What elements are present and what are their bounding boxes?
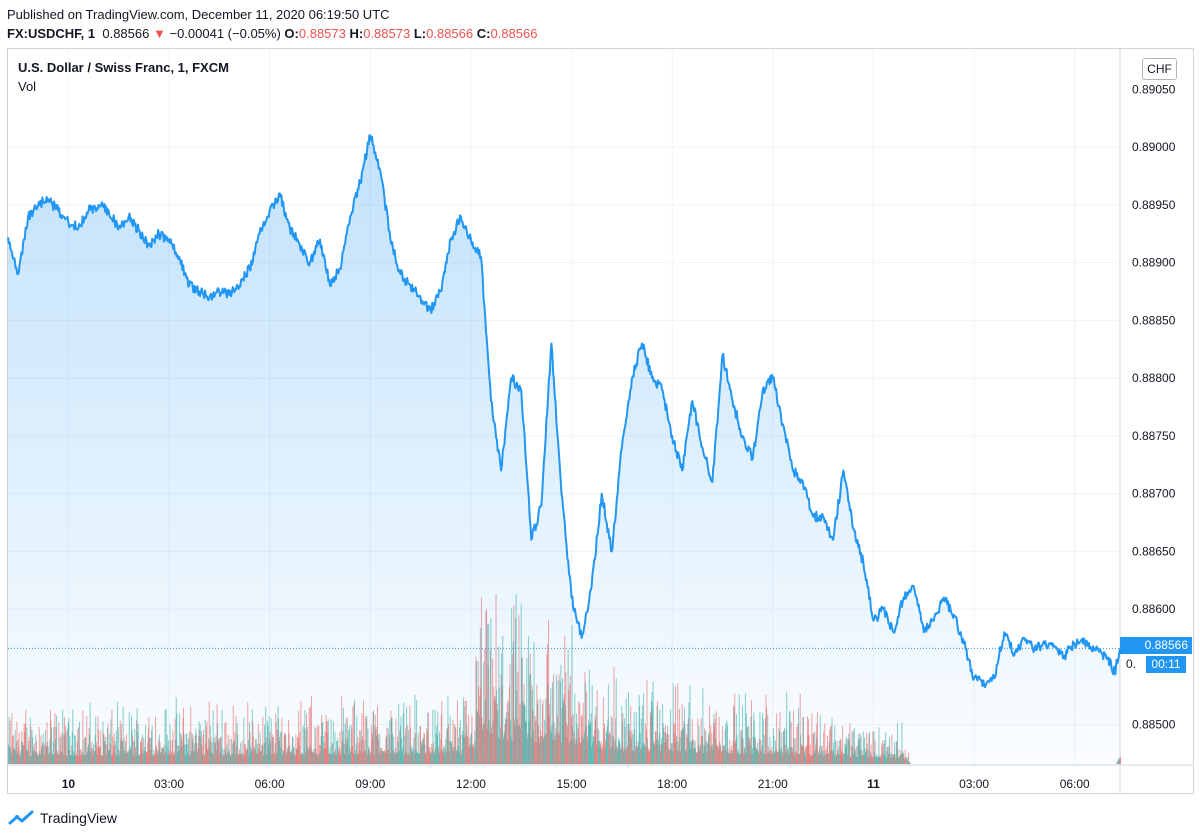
y-tick-label: 0.88600 — [1132, 602, 1176, 616]
price-area-fill — [8, 135, 1120, 766]
x-tick-label: 03:00 — [154, 777, 184, 791]
volume-bar — [1120, 756, 1121, 764]
tradingview-brand-name: TradingView — [40, 810, 118, 826]
low-value: 0.88566 — [426, 26, 474, 41]
volume-legend[interactable]: Vol — [18, 79, 37, 94]
last-price: 0.88566 — [102, 26, 150, 41]
x-tick-label: 15:00 — [557, 777, 587, 791]
published-line: Published on TradingView.com, December 1… — [7, 7, 390, 22]
x-tick-label: 21:00 — [758, 777, 788, 791]
y-tick-label: 0.88800 — [1132, 371, 1176, 385]
chart-panel[interactable] — [7, 48, 1194, 794]
change-value: −0.00041 (−0.05%) — [169, 26, 281, 41]
x-tick-label: 10 — [62, 777, 76, 791]
y-tick-label: 0.88900 — [1132, 256, 1176, 270]
x-tick-label: 12:00 — [456, 777, 486, 791]
x-tick-label: 09:00 — [355, 777, 385, 791]
close-value: 0.88566 — [490, 26, 538, 41]
x-tick-label: 03:00 — [959, 777, 989, 791]
open-value: 0.88573 — [298, 26, 346, 41]
y-tick-label: 0.88750 — [1132, 429, 1176, 443]
y-tick-label: 0.88650 — [1132, 544, 1176, 558]
currency-badge: CHF — [1142, 58, 1177, 80]
change-down-icon: ▼ — [152, 26, 166, 41]
bar-timer: 00:11 — [1146, 656, 1186, 673]
x-tick-label: 06:00 — [1060, 777, 1090, 791]
open-label: O: — [284, 26, 299, 41]
y-tick-label: 0.88850 — [1132, 313, 1176, 327]
symbol-label[interactable]: FX:USDCHF, 1 — [7, 26, 96, 41]
x-tick-label: 18:00 — [657, 777, 687, 791]
last-price-tag: 0.88566 — [1120, 637, 1192, 654]
low-label: L: — [413, 26, 427, 41]
close-label: C: — [476, 26, 491, 41]
series-title[interactable]: U.S. Dollar / Swiss Franc, 1, FXCM — [18, 60, 229, 75]
high-value: 0.88573 — [363, 26, 411, 41]
y-tick-label: 0.88950 — [1132, 198, 1176, 212]
symbol-info-line: FX:USDCHF, 1 0.88566 ▼ −0.00041 (−0.05%)… — [7, 26, 537, 41]
price-series-line — [7, 134, 1121, 689]
partial-price-label: 0. — [1126, 657, 1137, 671]
x-tick-label: 11 — [867, 777, 880, 791]
x-tick-label: 06:00 — [255, 777, 285, 791]
y-tick-label: 0.88700 — [1132, 487, 1176, 501]
y-tick-label: 0.89050 — [1132, 82, 1176, 96]
tradingview-logo[interactable]: TradingView — [8, 809, 117, 827]
high-label: H: — [349, 26, 364, 41]
y-tick-label: 0.88500 — [1132, 718, 1176, 732]
y-tick-label: 0.89000 — [1132, 140, 1176, 154]
tradingview-logo-icon — [8, 810, 34, 825]
